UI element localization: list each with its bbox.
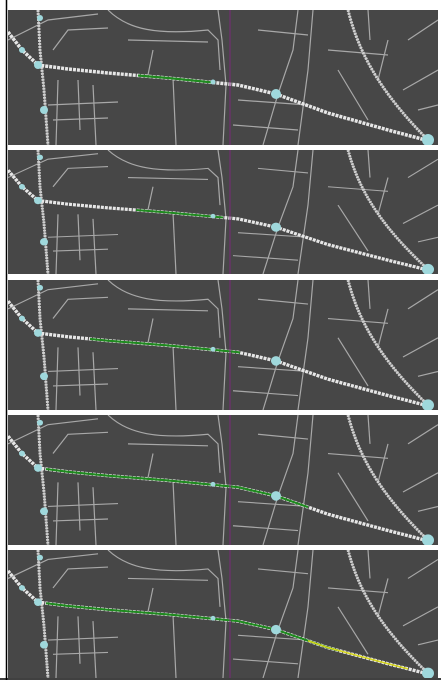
junction [37,555,43,561]
junction [19,184,25,190]
junction [40,106,48,114]
junction [19,585,25,591]
junction [37,420,43,426]
junction [40,372,48,380]
junction [37,155,43,161]
junction [34,61,42,69]
junction [34,464,42,472]
junction [19,451,25,457]
junction [211,347,216,352]
junction [271,625,281,634]
junction [271,491,281,501]
junction [211,80,216,85]
junction [40,641,48,649]
map-panel [8,280,438,411]
map-panel [8,150,438,275]
junction [34,197,42,204]
junction [211,482,216,487]
junction [40,507,48,515]
map-panel [8,550,438,679]
junction [211,214,216,219]
junction [37,15,43,21]
junction [422,264,434,275]
screenshot [0,0,441,680]
junction [19,316,25,322]
junction [422,399,434,411]
junction [34,598,42,606]
junction [271,223,281,232]
junction [37,285,43,291]
map-panel [8,10,438,146]
map-panel [8,415,438,546]
junction [40,238,48,245]
panels [8,10,438,679]
junction [422,134,434,146]
junction [422,668,434,679]
junction [422,534,434,546]
junction [211,616,216,621]
junction [19,47,25,53]
junction [271,89,281,99]
junction [271,356,281,366]
junction [34,329,42,337]
